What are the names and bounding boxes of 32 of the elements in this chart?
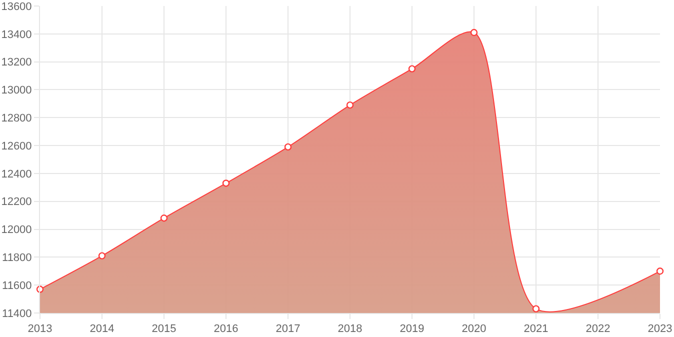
point	[284, 143, 292, 151]
y-tick-label: 13600	[1, 0, 32, 13]
point	[656, 268, 664, 275]
point	[98, 252, 106, 260]
x-tick-label: 2023	[648, 323, 672, 336]
y-tick-label: 12400	[1, 168, 32, 180]
y-tick-label: 11400	[2, 308, 32, 320]
y-tick-label: 13000	[1, 84, 32, 97]
point	[408, 65, 416, 72]
point	[222, 180, 230, 187]
point	[160, 214, 168, 222]
point	[532, 305, 540, 312]
point	[346, 101, 354, 109]
x-tick-label: 2013	[28, 323, 52, 336]
y-tick-label: 11800	[2, 252, 32, 264]
y-tick-label: 12600	[1, 140, 32, 152]
point	[470, 28, 478, 36]
y-tick-label: 12200	[1, 196, 32, 208]
y-tick-label: 12800	[1, 112, 32, 124]
x-tick-label: 2014	[90, 323, 114, 336]
x-tick-label: 2019	[400, 323, 424, 336]
x-tick-label: 2022	[586, 323, 610, 336]
x-tick-label: 2018	[338, 323, 362, 336]
x-tick-label: 2021	[524, 323, 548, 336]
x-tick-label: 2020	[462, 323, 486, 336]
y-tick-label: 12000	[1, 224, 32, 236]
x-tick-label: 2016	[214, 323, 238, 336]
y-tick-label: 13200	[1, 56, 32, 69]
x-tick-label: 2015	[152, 323, 176, 336]
x-tick-label: 2017	[276, 323, 300, 336]
y-tick-label: 13400	[1, 28, 32, 41]
y-tick-label: 11600	[2, 280, 32, 292]
